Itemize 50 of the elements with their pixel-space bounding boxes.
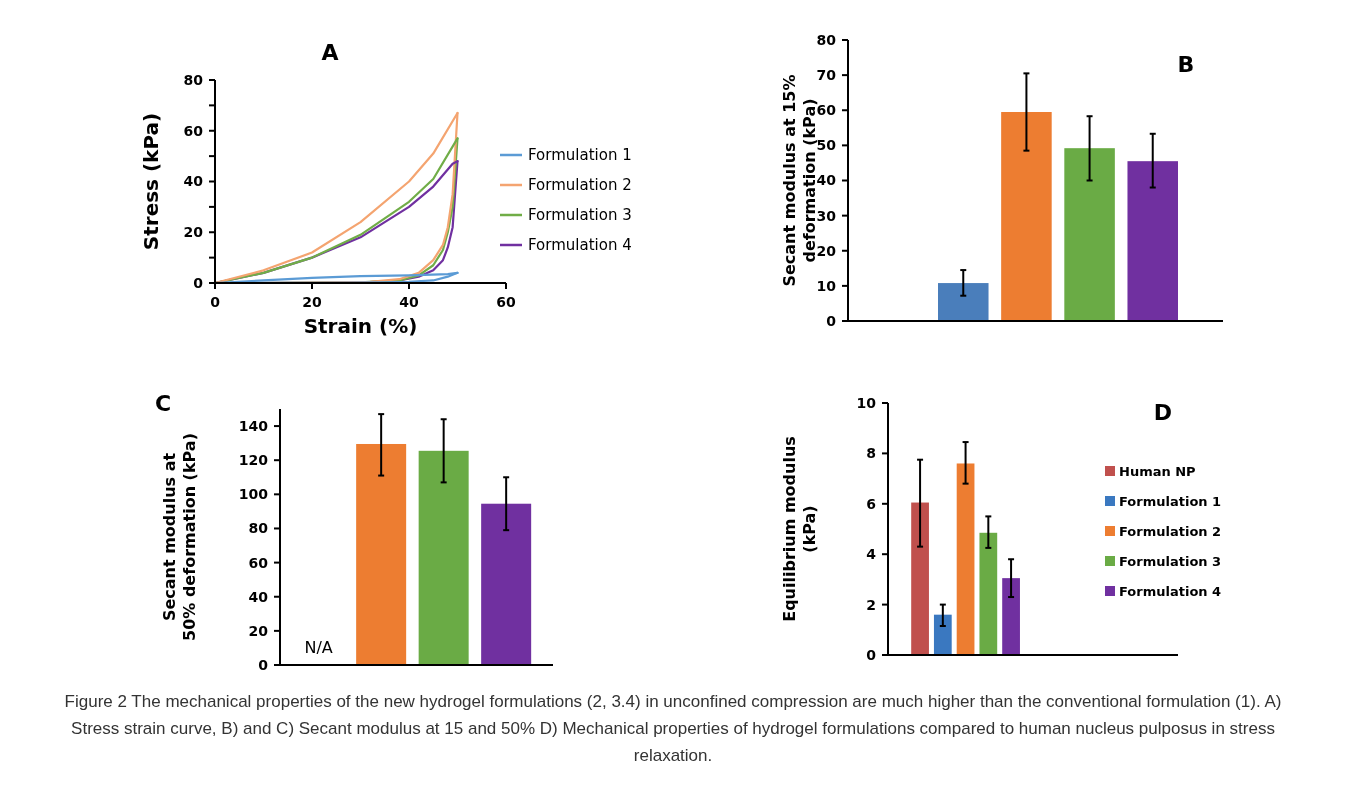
y-tick-label: 80 (248, 520, 269, 537)
y-tick-label: 0 (866, 646, 877, 663)
y-tick-label: 80 (816, 31, 837, 48)
annotation: N/A (304, 638, 333, 657)
y-tick-label: 60 (248, 554, 269, 571)
y-tick-label: 40 (248, 588, 269, 605)
y-tick-label: 4 (866, 546, 877, 563)
y-tick-label: 100 (238, 486, 269, 503)
text: B (1177, 52, 1195, 77)
legend-label: Formulation 4 (1119, 583, 1222, 599)
chart-title: D (1153, 400, 1173, 425)
legend-label: Formulation 2 (1119, 523, 1222, 539)
x-tick-label: 0 (210, 294, 221, 310)
y-tick-label: 50 (816, 137, 837, 154)
legend-label: Formulation 1 (528, 146, 632, 165)
caption: Figure 2 The mechanical properties of the new hydrogel formulations (2, 3.4) in unconfined compression are much higher than the conventional formulation (1). A) Stress strain curve, B) and C) Secant modulus at 15 and 50% D) Mechanical properties of hydrogel formulations compared to human nucleus pulposus in stress relaxation. (63, 691, 1283, 767)
legend-label: Human NP (1119, 463, 1196, 479)
y-axis-title: Stress (kPa) (139, 112, 163, 251)
y-tick-label: 20 (816, 242, 837, 259)
y-tick-label: 2 (866, 596, 876, 613)
x-axis-title: Strain (%) (303, 314, 418, 338)
legend-label: Formulation 3 (1119, 553, 1222, 569)
y-axis-title: Equilibrium modulus (kPa) (779, 436, 819, 622)
y-tick-label: 80 (183, 71, 204, 88)
y-axis-title: Secant modulus at 50% deformation (kPa) (159, 433, 199, 641)
y-tick-label: 6 (866, 495, 876, 512)
chart-title: C (154, 391, 172, 416)
y-tick-label: 20 (248, 622, 269, 639)
y-tick-label: 40 (816, 172, 837, 189)
chart-title: A (321, 40, 339, 65)
y-tick-label: 0 (193, 274, 204, 291)
x-tick-label: 60 (496, 294, 516, 310)
y-tick-label: 140 (238, 417, 269, 434)
y-tick-label: 0 (826, 312, 837, 329)
y-tick-label: 0 (258, 656, 269, 673)
legend-label: Formulation 1 (1119, 493, 1222, 509)
legend-label: Formulation 3 (528, 206, 632, 225)
y-tick-label: 30 (816, 207, 837, 224)
legend-label: Formulation 2 (528, 176, 632, 195)
y-tick-label: 120 (238, 452, 269, 469)
y-tick-label: 70 (816, 67, 837, 84)
y-tick-label: 10 (816, 277, 837, 294)
legend-label: Formulation 4 (528, 236, 632, 255)
y-tick-label: 40 (183, 173, 204, 190)
x-tick-label: 20 (302, 294, 322, 310)
x-tick-label: 40 (399, 294, 419, 310)
y-tick-label: 10 (856, 394, 877, 411)
y-tick-label: 20 (183, 224, 204, 241)
y-tick-label: 60 (183, 122, 204, 139)
y-tick-label: 8 (866, 445, 876, 462)
